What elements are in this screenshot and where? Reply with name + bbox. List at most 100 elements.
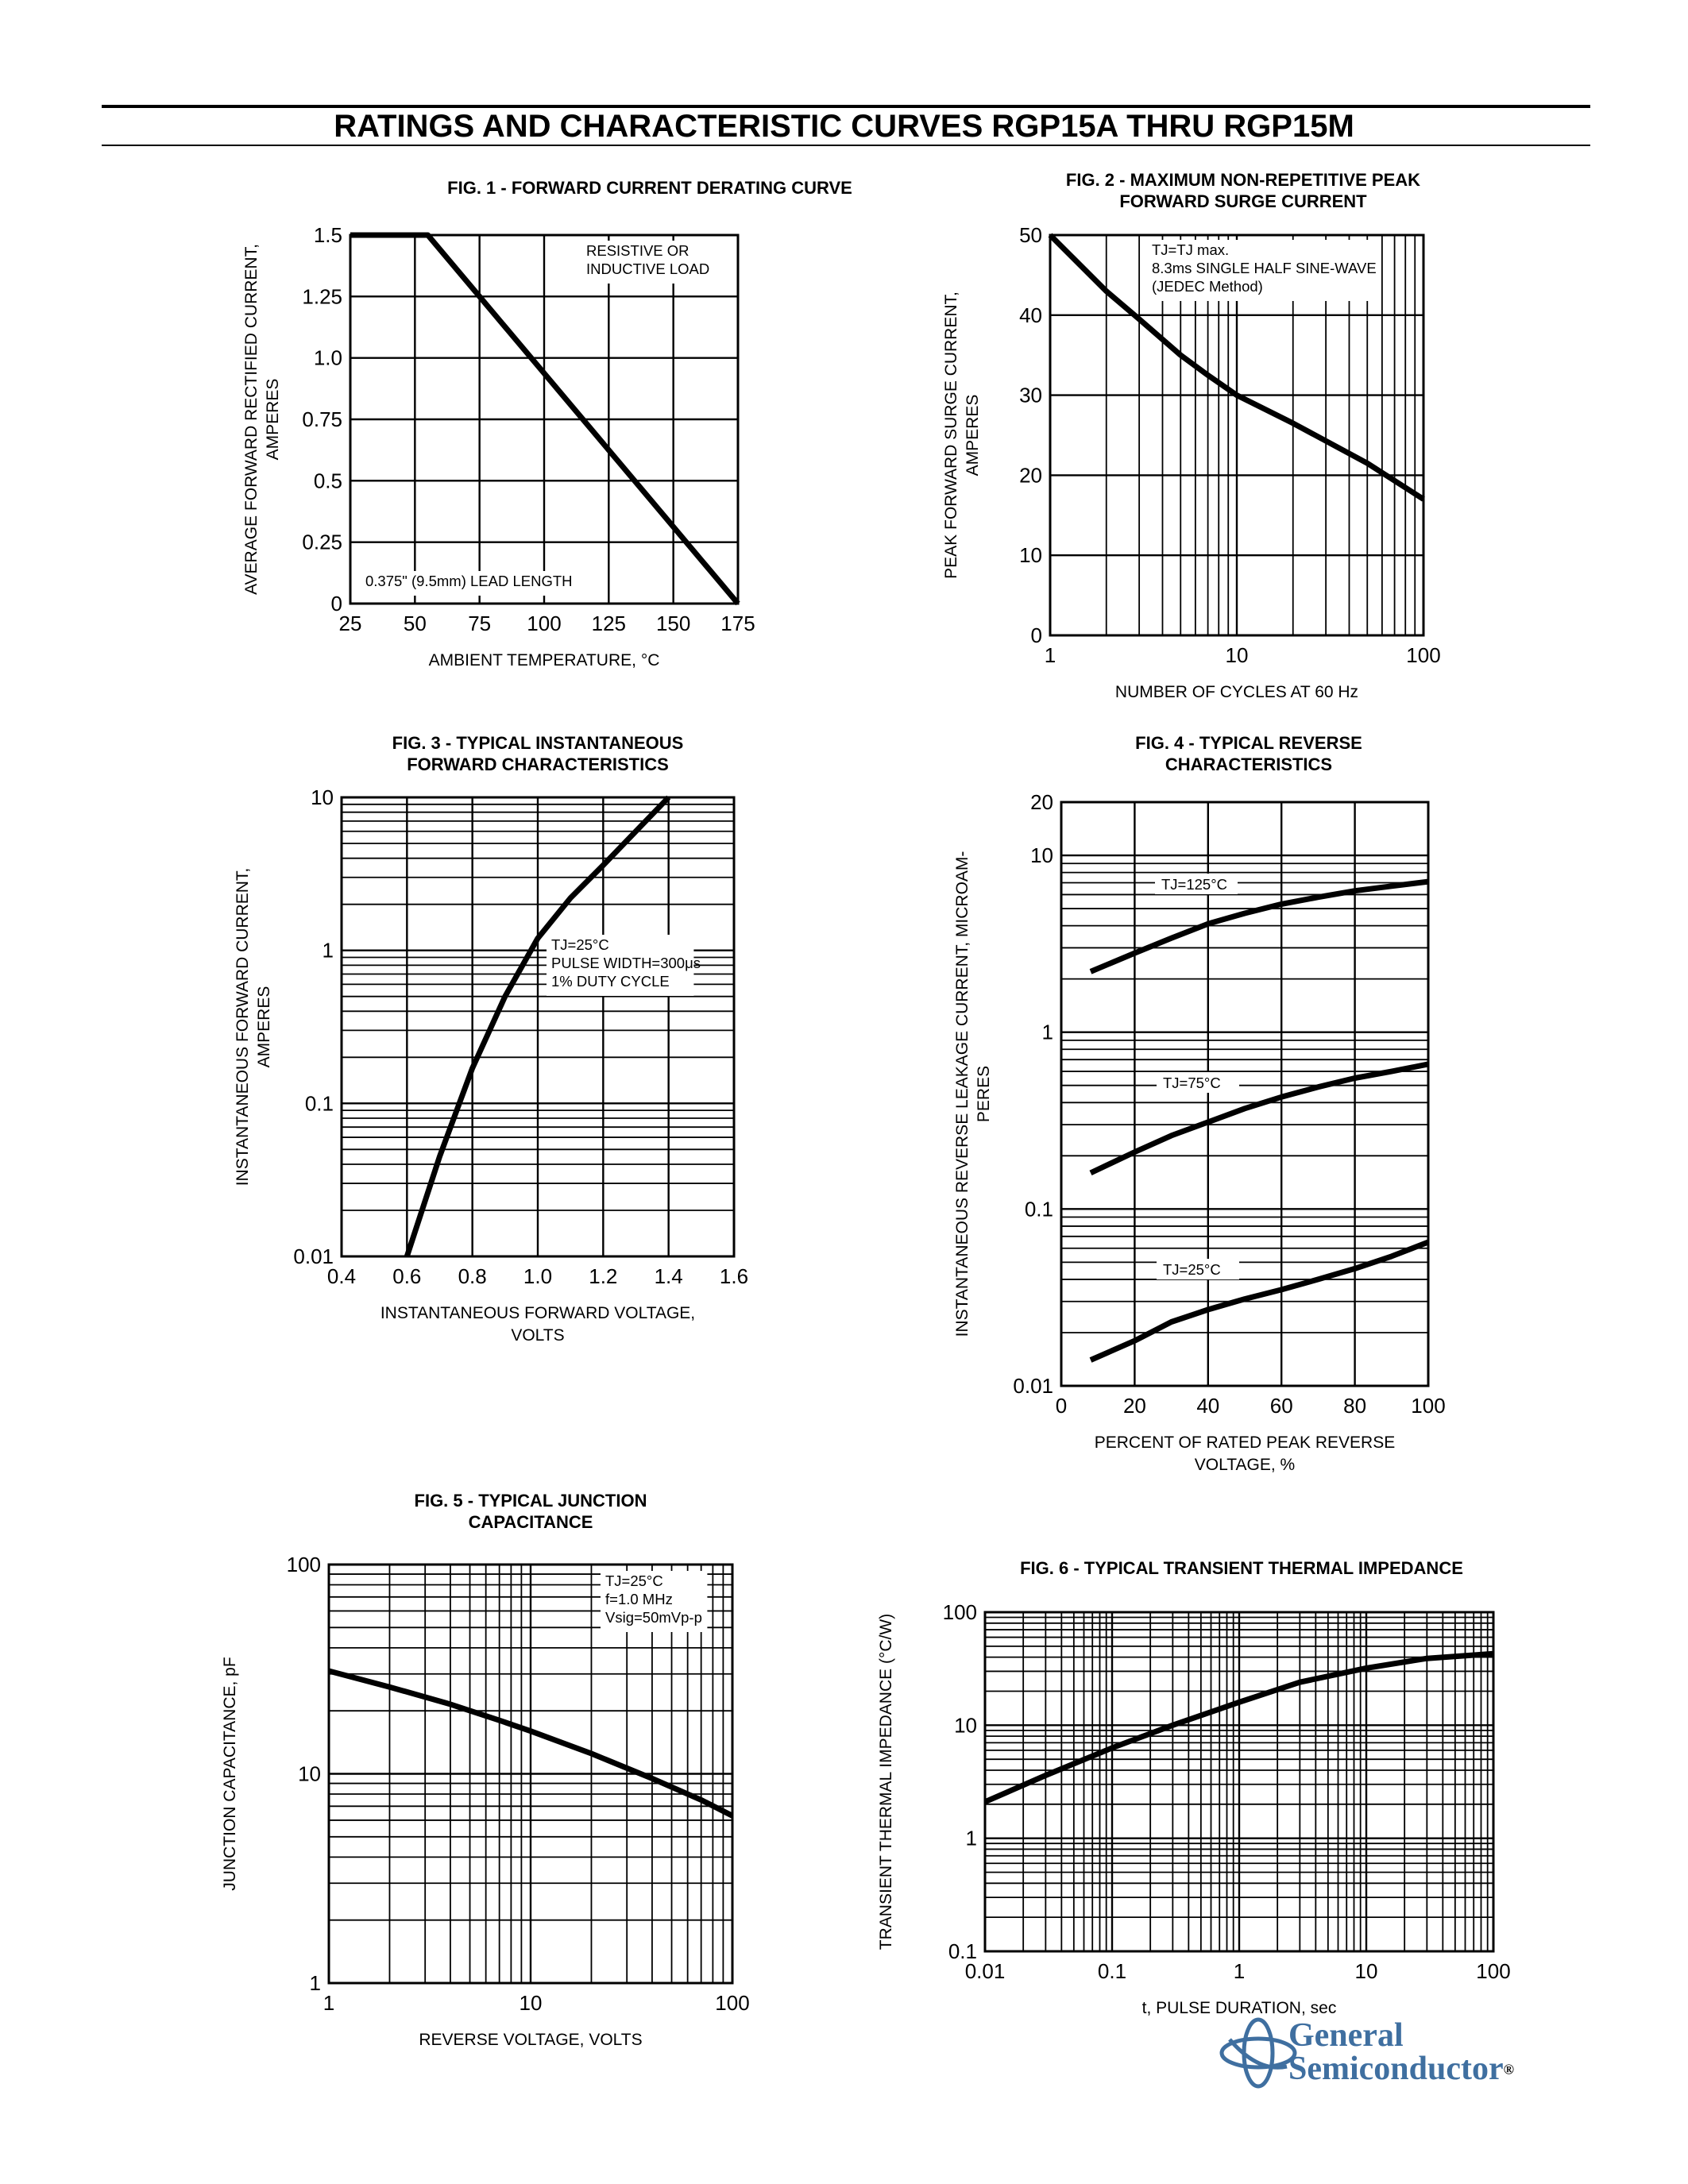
fig4-series-line-0 — [1089, 878, 1429, 974]
fig3-x-tick-label: 0.8 — [458, 1264, 487, 1288]
fig5-cap-note: f=1.0 MHz — [605, 1591, 673, 1607]
fig1-y-tick-label: 1.25 — [302, 284, 342, 308]
fig3-title: FORWARD CHARACTERISTICS — [407, 754, 669, 774]
fig3-note-bg — [547, 935, 694, 996]
fig6-y-tick-label: 10 — [954, 1713, 977, 1737]
registered-mark: ® — [1503, 2061, 1515, 2078]
fig4-series-label-1: TJ=75°C — [1163, 1075, 1221, 1091]
fig3-frame — [340, 796, 736, 1258]
fig1-y-tick-label: 1.0 — [314, 346, 342, 370]
fig1-x-tick-label: 75 — [468, 612, 491, 635]
fig6-x-tick-label: 1 — [1234, 1959, 1245, 1983]
fig4-y-tick-label: 0.01 — [1013, 1374, 1053, 1398]
title-underline — [102, 145, 1590, 146]
logo-line2: Semiconductor — [1288, 2051, 1504, 2087]
fig1-y-tick-label: 0.5 — [314, 469, 342, 492]
fig6-x-tick-label: 0.01 — [965, 1959, 1006, 1983]
fig2-x-axis-label: NUMBER OF CYCLES AT 60 Hz — [1115, 683, 1358, 701]
fig5-x-axis-label: REVERSE VOLTAGE, VOLTS — [419, 2031, 642, 2049]
fig4-title: FIG. 4 - TYPICAL REVERSE — [1135, 733, 1362, 753]
fig6-series-line-0 — [983, 1650, 1494, 1805]
fig6-y-tick-label: 100 — [943, 1600, 977, 1624]
fig3-pulse-note: TJ=25°C — [551, 936, 609, 953]
fig5-x-tick-label: 1 — [323, 1991, 334, 2015]
fig3-x-axis-label: VOLTS — [511, 1326, 564, 1345]
fig2-surge-note: (JEDEC Method) — [1152, 278, 1263, 295]
fig1-y-axis-label: AMPERES — [264, 379, 282, 461]
fig3-pulse-note: 1% DUTY CYCLE — [551, 973, 670, 990]
fig3-y-axis-label: INSTANTANEOUS FORWARD CURRENT, — [234, 868, 252, 1187]
fig3-title: FIG. 3 - TYPICAL INSTANTANEOUS — [392, 733, 684, 753]
fig5-title: CAPACITANCE — [469, 1512, 593, 1532]
fig2-y-tick-label: 20 — [1019, 463, 1042, 487]
fig4-y-tick-label: 10 — [1030, 843, 1053, 867]
fig3-x-tick-label: 0.6 — [392, 1264, 421, 1288]
fig2-x-tick-label: 1 — [1045, 643, 1056, 667]
fig5-note-bg — [601, 1571, 708, 1632]
fig4-frame — [1060, 801, 1430, 1387]
logo-line1: General — [1288, 2017, 1404, 2054]
fig2-y-tick-label: 10 — [1019, 543, 1042, 567]
fig2-y-tick-label: 30 — [1019, 384, 1042, 407]
fig1-load-note: INDUCTIVE LOAD — [586, 260, 709, 277]
fig3-x-tick-label: 1.4 — [655, 1264, 683, 1288]
fig1-x-tick-label: 100 — [527, 612, 561, 635]
fig1-frame — [349, 233, 740, 605]
fig1-load-note: RESISTIVE OR — [586, 242, 689, 259]
fig5-x-tick-label: 10 — [520, 1991, 543, 2015]
fig3-y-tick-label: 0.01 — [293, 1244, 334, 1268]
fig1-x-tick-label: 175 — [720, 612, 755, 635]
fig3-x-tick-label: 1.6 — [720, 1264, 748, 1288]
fig1-x-tick-label: 150 — [656, 612, 690, 635]
fig3-x-tick-label: 1.2 — [589, 1264, 617, 1288]
fig4-series-label-0: TJ=125°C — [1161, 876, 1227, 893]
fig2-series-line-0 — [1048, 233, 1425, 502]
fig3-pulse-note: PULSE WIDTH=300μs — [551, 955, 701, 971]
fig2-title: FORWARD SURGE CURRENT — [1119, 191, 1367, 211]
fig1-x-tick-label: 50 — [404, 612, 427, 635]
fig1-series-line-0 — [350, 232, 740, 606]
fig3-x-tick-label: 1.0 — [523, 1264, 552, 1288]
fig3-x-tick-label: 0.4 — [327, 1264, 356, 1288]
fig6-frame — [983, 1611, 1495, 1953]
fig5-y-tick-label: 10 — [298, 1762, 321, 1786]
general-semiconductor-logo-icon — [1219, 2017, 1297, 2089]
fig4-series-label-2: TJ=25°C — [1163, 1261, 1221, 1278]
fig2-chart: FIG. 2 - MAXIMUM NON-REPETITIVE PEAKFORW… — [942, 170, 1441, 701]
fig6-x-tick-label: 0.1 — [1098, 1959, 1126, 1983]
fig1-title: FIG. 1 - FORWARD CURRENT DERATING CURVE — [447, 178, 852, 198]
fig6-y-tick-label: 0.1 — [948, 1939, 977, 1963]
fig5-x-tick-label: 100 — [715, 1991, 749, 2015]
fig1-y-tick-label: 0.25 — [302, 531, 342, 554]
fig4-x-tick-label: 80 — [1343, 1394, 1366, 1418]
fig1-y-tick-label: 0.75 — [302, 407, 342, 431]
page-title: RATINGS AND CHARACTERISTIC CURVES RGP15A… — [334, 109, 1354, 144]
fig1-note-bg — [581, 241, 705, 284]
fig5-cap-note: TJ=25°C — [605, 1572, 663, 1589]
fig1-x-axis-label: AMBIENT TEMPERATURE, °C — [429, 651, 660, 669]
fig4-y-tick-label: 0.1 — [1025, 1197, 1053, 1221]
fig4-series-label-bg — [1157, 1072, 1239, 1093]
fig3-y-axis-label: AMPERES — [255, 986, 273, 1068]
fig2-y-tick-label: 0 — [1031, 623, 1042, 647]
fig6-y-axis-label: TRANSIENT THERMAL IMPEDANCE (°C/W) — [877, 1614, 895, 1950]
fig3-y-tick-label: 1 — [323, 939, 334, 963]
fig1-x-tick-label: 125 — [592, 612, 626, 635]
fig5-title: FIG. 5 - TYPICAL JUNCTION — [415, 1491, 647, 1511]
fig2-y-tick-label: 40 — [1019, 303, 1042, 327]
fig4-y-axis-label: INSTANTANEOUS REVERSE LEAKAGE CURRENT, M… — [953, 851, 971, 1337]
fig2-y-axis-label: AMPERES — [964, 395, 982, 477]
fig5-y-tick-label: 100 — [287, 1553, 321, 1576]
fig4-y-tick-label: 20 — [1030, 790, 1053, 814]
fig1-lead-note: 0.375" (9.5mm) LEAD LENGTH — [365, 573, 573, 589]
fig4-x-tick-label: 100 — [1411, 1394, 1445, 1418]
fig6-chart: FIG. 6 - TYPICAL TRANSIENT THERMAL IMPED… — [877, 1558, 1511, 2017]
fig4-x-axis-label: PERCENT OF RATED PEAK REVERSE — [1095, 1433, 1395, 1452]
logo-wordmark: General Semiconductor® — [1288, 2019, 1514, 2086]
fig1-y-tick-label: 0 — [331, 592, 342, 615]
top-rule — [102, 105, 1590, 108]
fig1-y-tick-label: 1.5 — [314, 223, 342, 247]
